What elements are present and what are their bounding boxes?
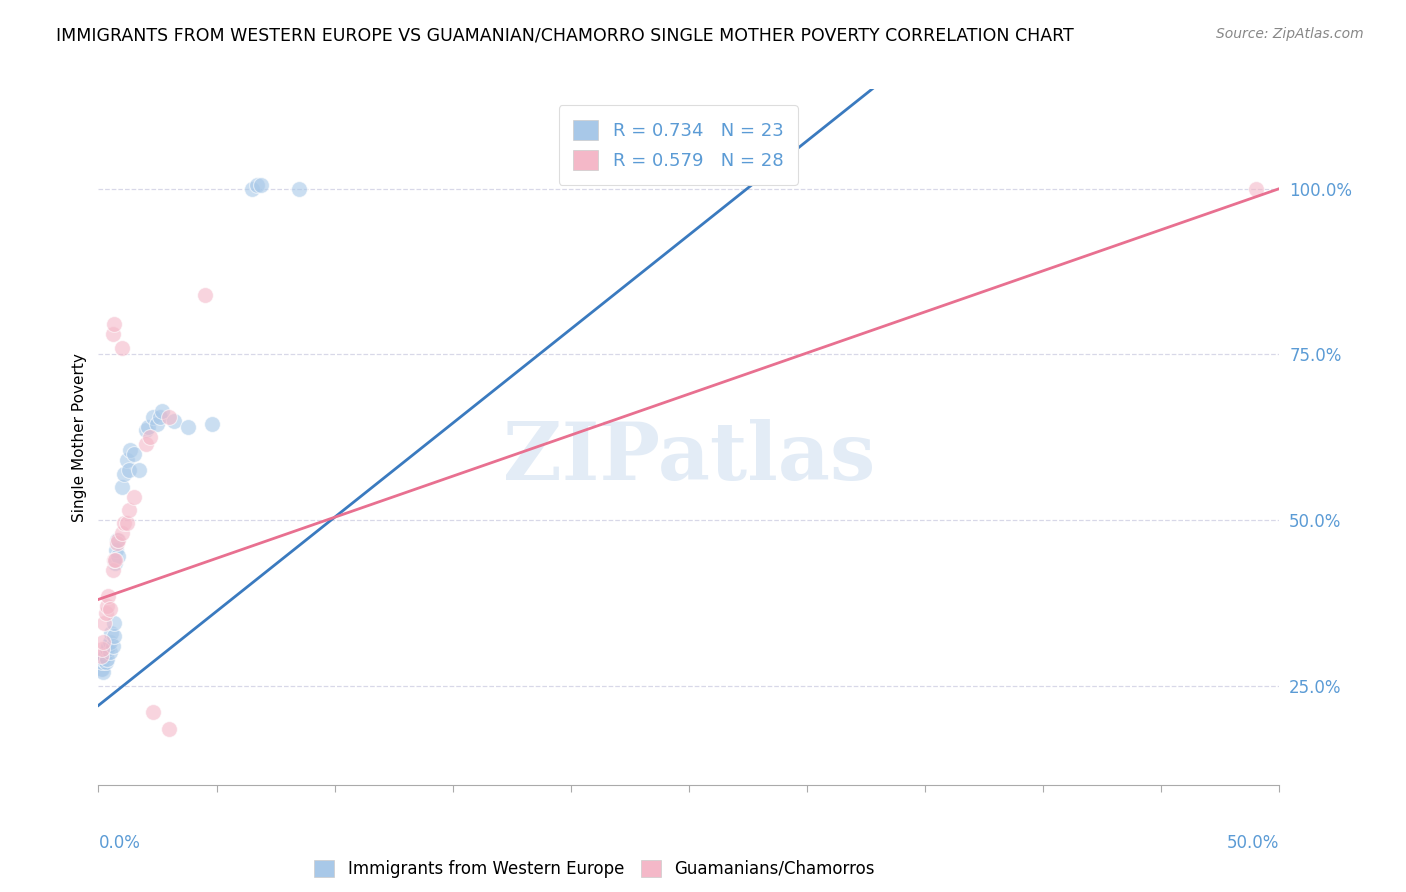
Point: [97, 589, 120, 603]
Point: [157, 410, 180, 425]
Point: [91, 642, 114, 657]
Point: [111, 480, 134, 494]
Point: [157, 722, 180, 736]
Text: IMMIGRANTS FROM WESTERN EUROPE VS GUAMANIAN/CHAMORRO SINGLE MOTHER POVERTY CORRE: IMMIGRANTS FROM WESTERN EUROPE VS GUAMAN…: [56, 27, 1074, 45]
Point: [136, 420, 159, 434]
Point: [103, 615, 125, 630]
Point: [107, 533, 129, 547]
Point: [91, 665, 114, 680]
Point: [112, 467, 135, 481]
Point: [288, 181, 311, 195]
Point: [103, 552, 125, 566]
Point: [96, 599, 118, 613]
Point: [240, 181, 263, 195]
Point: [135, 424, 157, 438]
Point: [91, 635, 114, 649]
Y-axis label: Single Mother Poverty: Single Mother Poverty: [72, 352, 87, 522]
Legend: Immigrants from Western Europe, Guamanians/Chamorros: Immigrants from Western Europe, Guamania…: [308, 853, 882, 885]
Point: [107, 549, 129, 564]
Point: [90, 648, 112, 663]
Point: [100, 625, 122, 640]
Point: [98, 602, 121, 616]
Point: [105, 536, 128, 550]
Point: [105, 533, 128, 547]
Point: [139, 430, 162, 444]
Point: [163, 413, 186, 427]
Point: [97, 639, 120, 653]
Point: [91, 652, 114, 666]
Point: [93, 615, 115, 630]
Point: [194, 287, 217, 301]
Text: 0.0%: 0.0%: [98, 834, 141, 852]
Point: [149, 410, 172, 425]
Point: [118, 503, 141, 517]
Point: [91, 662, 114, 676]
Point: [111, 341, 134, 355]
Point: [104, 556, 127, 570]
Point: [177, 420, 200, 434]
Text: 50.0%: 50.0%: [1227, 834, 1279, 852]
Point: [111, 526, 134, 541]
Point: [142, 705, 165, 719]
Point: [246, 178, 269, 193]
Point: [135, 436, 157, 450]
Point: [98, 635, 121, 649]
Point: [93, 648, 115, 663]
Point: [105, 542, 128, 557]
Point: [101, 563, 124, 577]
Point: [115, 516, 138, 531]
Point: [122, 447, 145, 461]
Point: [150, 403, 173, 417]
Point: [103, 318, 125, 332]
Point: [103, 629, 125, 643]
Point: [112, 516, 135, 531]
Point: [104, 552, 127, 566]
Point: [90, 662, 112, 676]
Point: [101, 639, 124, 653]
Point: [90, 652, 112, 666]
Point: [120, 443, 142, 458]
Point: [122, 490, 145, 504]
Point: [118, 463, 141, 477]
Point: [146, 417, 169, 431]
Point: [1244, 181, 1267, 195]
Point: [96, 642, 118, 657]
Point: [94, 645, 117, 659]
Text: ZIPatlas: ZIPatlas: [503, 419, 875, 497]
Point: [115, 453, 138, 467]
Point: [128, 463, 150, 477]
Point: [98, 645, 121, 659]
Point: [94, 606, 117, 620]
Point: [142, 410, 165, 425]
Point: [91, 656, 114, 670]
Point: [250, 178, 273, 193]
Point: [94, 656, 117, 670]
Point: [201, 417, 224, 431]
Point: [101, 327, 124, 342]
Text: Source: ZipAtlas.com: Source: ZipAtlas.com: [1216, 27, 1364, 41]
Point: [96, 652, 118, 666]
